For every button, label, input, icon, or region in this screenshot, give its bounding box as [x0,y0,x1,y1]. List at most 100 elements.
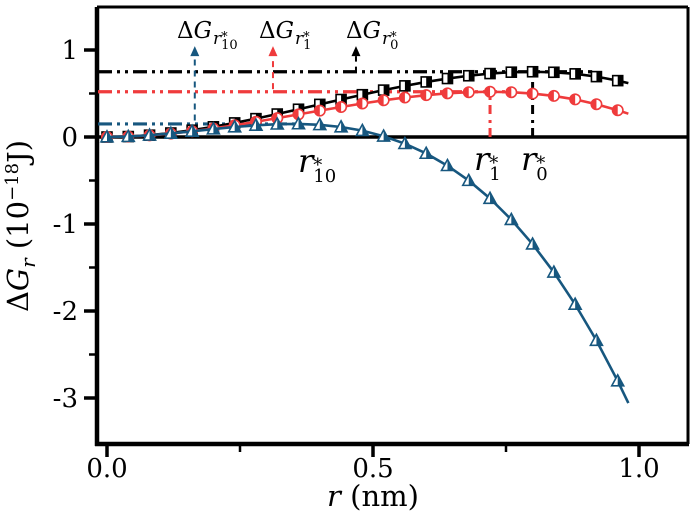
triangle-marker-half [596,334,603,346]
annotation-r0-star-label: r * 0 [521,140,548,185]
square-marker-half [341,94,347,105]
g-symbol: G [275,18,294,44]
square-marker-half [553,67,559,78]
y-tick-label: 0 [61,123,78,153]
circle-marker-half [293,109,299,120]
index-sub: 0 [536,164,548,185]
y-title-unit-open: (10 [1,200,35,259]
triangle-marker-half [532,237,539,249]
y-title-unit-close: J) [1,139,35,163]
circle-marker-half [335,101,342,113]
triangle-marker-half [298,117,305,129]
square-marker-half [617,75,623,86]
r-symbol: r [474,140,490,178]
curve-r10-line [106,122,630,404]
star-sup: * [313,155,323,177]
y-tick-label: 1 [61,36,78,66]
index-sub: 1 [489,164,501,185]
star-sup: * [489,153,499,175]
circle-marker-half [357,98,363,109]
index-sub: 0 [390,38,399,53]
r-symbol: r [521,140,537,178]
x-tick-label: 0.5 [352,454,393,484]
triangle-marker-half [255,119,262,131]
triangle-marker-half [468,174,475,186]
circle-marker-half [548,90,554,102]
circle-marker-half [569,94,576,105]
star-index-stack: * 1 [303,29,312,53]
triangle-marker-half [341,120,348,132]
triangle-marker-half [213,122,220,134]
star-sup: * [390,29,397,45]
index-sub: 10 [221,38,238,53]
star-sup: * [536,153,546,175]
y-title-subscript: r [16,258,40,268]
star-index-stack: * 0 [390,29,399,53]
triangle-marker-half [362,124,369,136]
delta-symbol: Δ [177,18,194,44]
annotation-dg-r1-label: ΔGr * 1 [259,18,312,53]
circle-marker-half [484,86,491,97]
triangle-marker-half [149,129,156,141]
star-index-stack: * 10 [313,155,337,187]
y-tick-label: -3 [53,384,78,414]
triangle-marker-half [426,147,433,159]
square-marker-half [319,99,325,110]
y-axis-title: ΔGr (10−18J) [1,66,43,386]
square-marker-half [404,80,410,91]
y-title-exponent: −18 [2,162,23,201]
r-subscript: r [382,29,391,49]
star-index-stack: * 0 [536,153,548,185]
star-sup: * [303,29,310,45]
delta-symbol: Δ [259,18,276,44]
square-marker-half [532,66,538,77]
circle-marker-half [591,99,597,110]
r-symbol: r [298,142,314,180]
r-subscript: r [295,29,304,49]
circle-marker-half [399,92,405,103]
circle-marker-half [506,86,512,98]
square-marker-half [575,68,581,79]
triangle-marker-half [277,118,284,130]
star-index-stack: * 1 [489,153,501,185]
y-tick-label: -2 [53,297,78,327]
index-sub: 10 [313,166,337,187]
triangle-marker-half [234,120,241,132]
y-tick-label: -1 [53,210,78,240]
annotation-arrow-head [190,46,200,57]
circle-marker-half [527,88,533,99]
triangle-marker-half [383,130,390,142]
triangle-marker-half [128,130,135,142]
index-sub: 1 [303,38,312,53]
triangle-marker-half [447,159,454,171]
triangle-marker-half [170,127,177,139]
delta-symbol: Δ [346,18,363,44]
triangle-marker-half [553,266,560,278]
triangle-marker-half [490,192,497,204]
circle-marker-half [314,105,320,116]
square-marker-half [596,71,602,82]
square-marker-half [383,85,389,96]
g-symbol: G [193,18,212,44]
circle-marker-half [442,88,448,99]
star-index-stack: * 10 [221,31,238,53]
square-marker-half [362,89,368,100]
triangle-marker-half [511,213,518,225]
triangle-marker-half [319,118,326,130]
annotation-r1-star-label: r * 1 [474,140,501,185]
x-title-unit: (nm) [340,479,419,513]
g-symbol: G [362,18,381,44]
annotation-arrow-head [268,46,278,57]
square-marker-half [468,70,474,81]
y-title-delta: Δ [1,291,35,313]
x-title-symbol: r [327,479,341,513]
triangle-marker-half [192,125,199,137]
circle-marker-half [421,89,427,101]
annotation-dg-r10-label: ΔGr * 10 [177,18,238,53]
triangle-marker-half [617,374,624,386]
r-subscript: r [213,29,222,49]
square-marker-half [426,76,432,87]
circle-marker-half [463,86,469,98]
